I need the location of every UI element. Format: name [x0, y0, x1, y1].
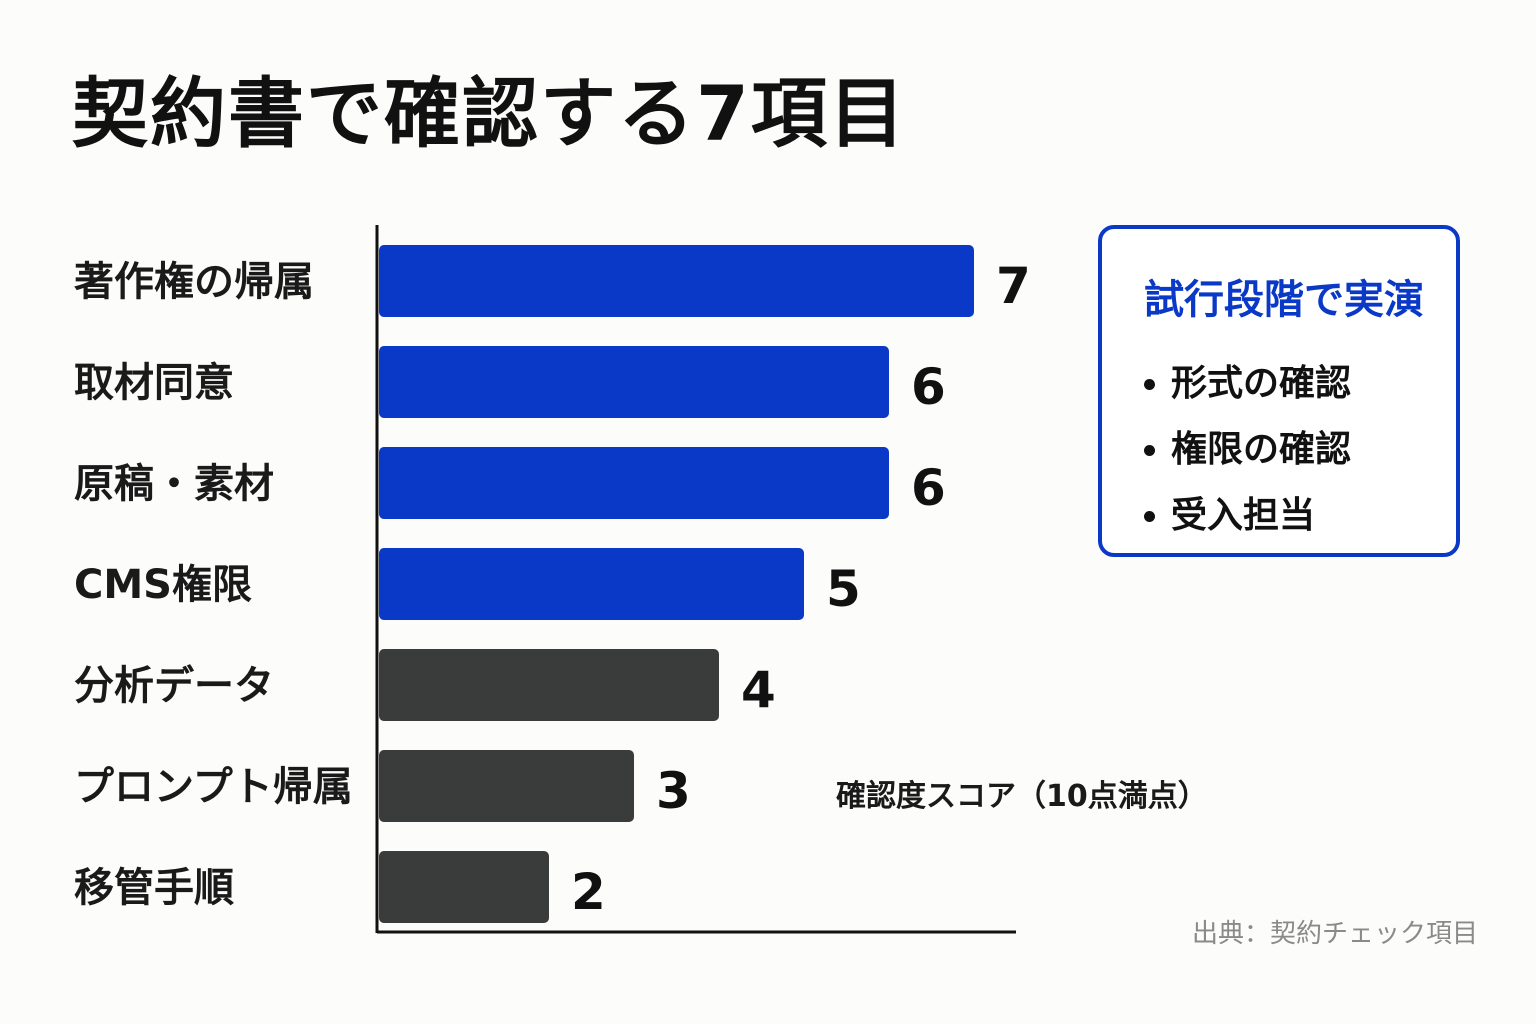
- category-label: 移管手順: [74, 865, 234, 911]
- bullet-dot-icon: [1144, 510, 1155, 522]
- category-label: 著作権の帰属: [74, 259, 314, 305]
- category-label: 取材同意: [74, 360, 234, 406]
- callout-item: 形式の確認: [1144, 351, 1456, 417]
- callout-item-label: 権限の確認: [1171, 429, 1352, 470]
- category-label: 分析データ: [74, 663, 274, 709]
- bar: [379, 245, 974, 317]
- callout-box: 試行段階で実演 形式の確認 権限の確認 受入担当: [1098, 225, 1460, 557]
- value-label: 6: [911, 459, 946, 517]
- bar: [379, 548, 804, 620]
- axis-note: 確認度スコア（10点満点）: [836, 779, 1208, 814]
- value-label: 4: [741, 661, 776, 719]
- bullet-dot-icon: [1144, 378, 1155, 390]
- bar: [379, 750, 634, 822]
- value-label: 6: [911, 358, 946, 416]
- bar: [379, 851, 549, 923]
- chart-title: 契約書で確認する7項目: [72, 69, 907, 158]
- value-label: 2: [571, 863, 606, 921]
- callout-title: 試行段階で実演: [1144, 277, 1424, 323]
- callout-item: 権限の確認: [1144, 417, 1456, 483]
- source-note: 出典：契約チェック項目: [1192, 919, 1478, 949]
- callout-item-label: 形式の確認: [1171, 363, 1352, 404]
- callout-list: 形式の確認 権限の確認 受入担当: [1144, 351, 1456, 549]
- bar: [379, 447, 889, 519]
- bar: [379, 346, 889, 418]
- category-label: 原稿・素材: [74, 461, 274, 507]
- callout-item: 受入担当: [1144, 483, 1456, 549]
- bars-layer: 著作権の帰属 7 取材同意 6 原稿・素材 6 CMS権限 5 分析データ 4 プロンプト帰属 3 移管…: [74, 245, 1031, 923]
- category-label: CMS権限: [74, 562, 252, 608]
- value-label: 7: [996, 257, 1031, 315]
- bar: [379, 649, 719, 721]
- bullet-dot-icon: [1144, 444, 1155, 456]
- value-label: 3: [656, 762, 691, 820]
- category-label: プロンプト帰属: [74, 764, 353, 810]
- callout-item-label: 受入担当: [1171, 495, 1316, 536]
- value-label: 5: [826, 560, 861, 618]
